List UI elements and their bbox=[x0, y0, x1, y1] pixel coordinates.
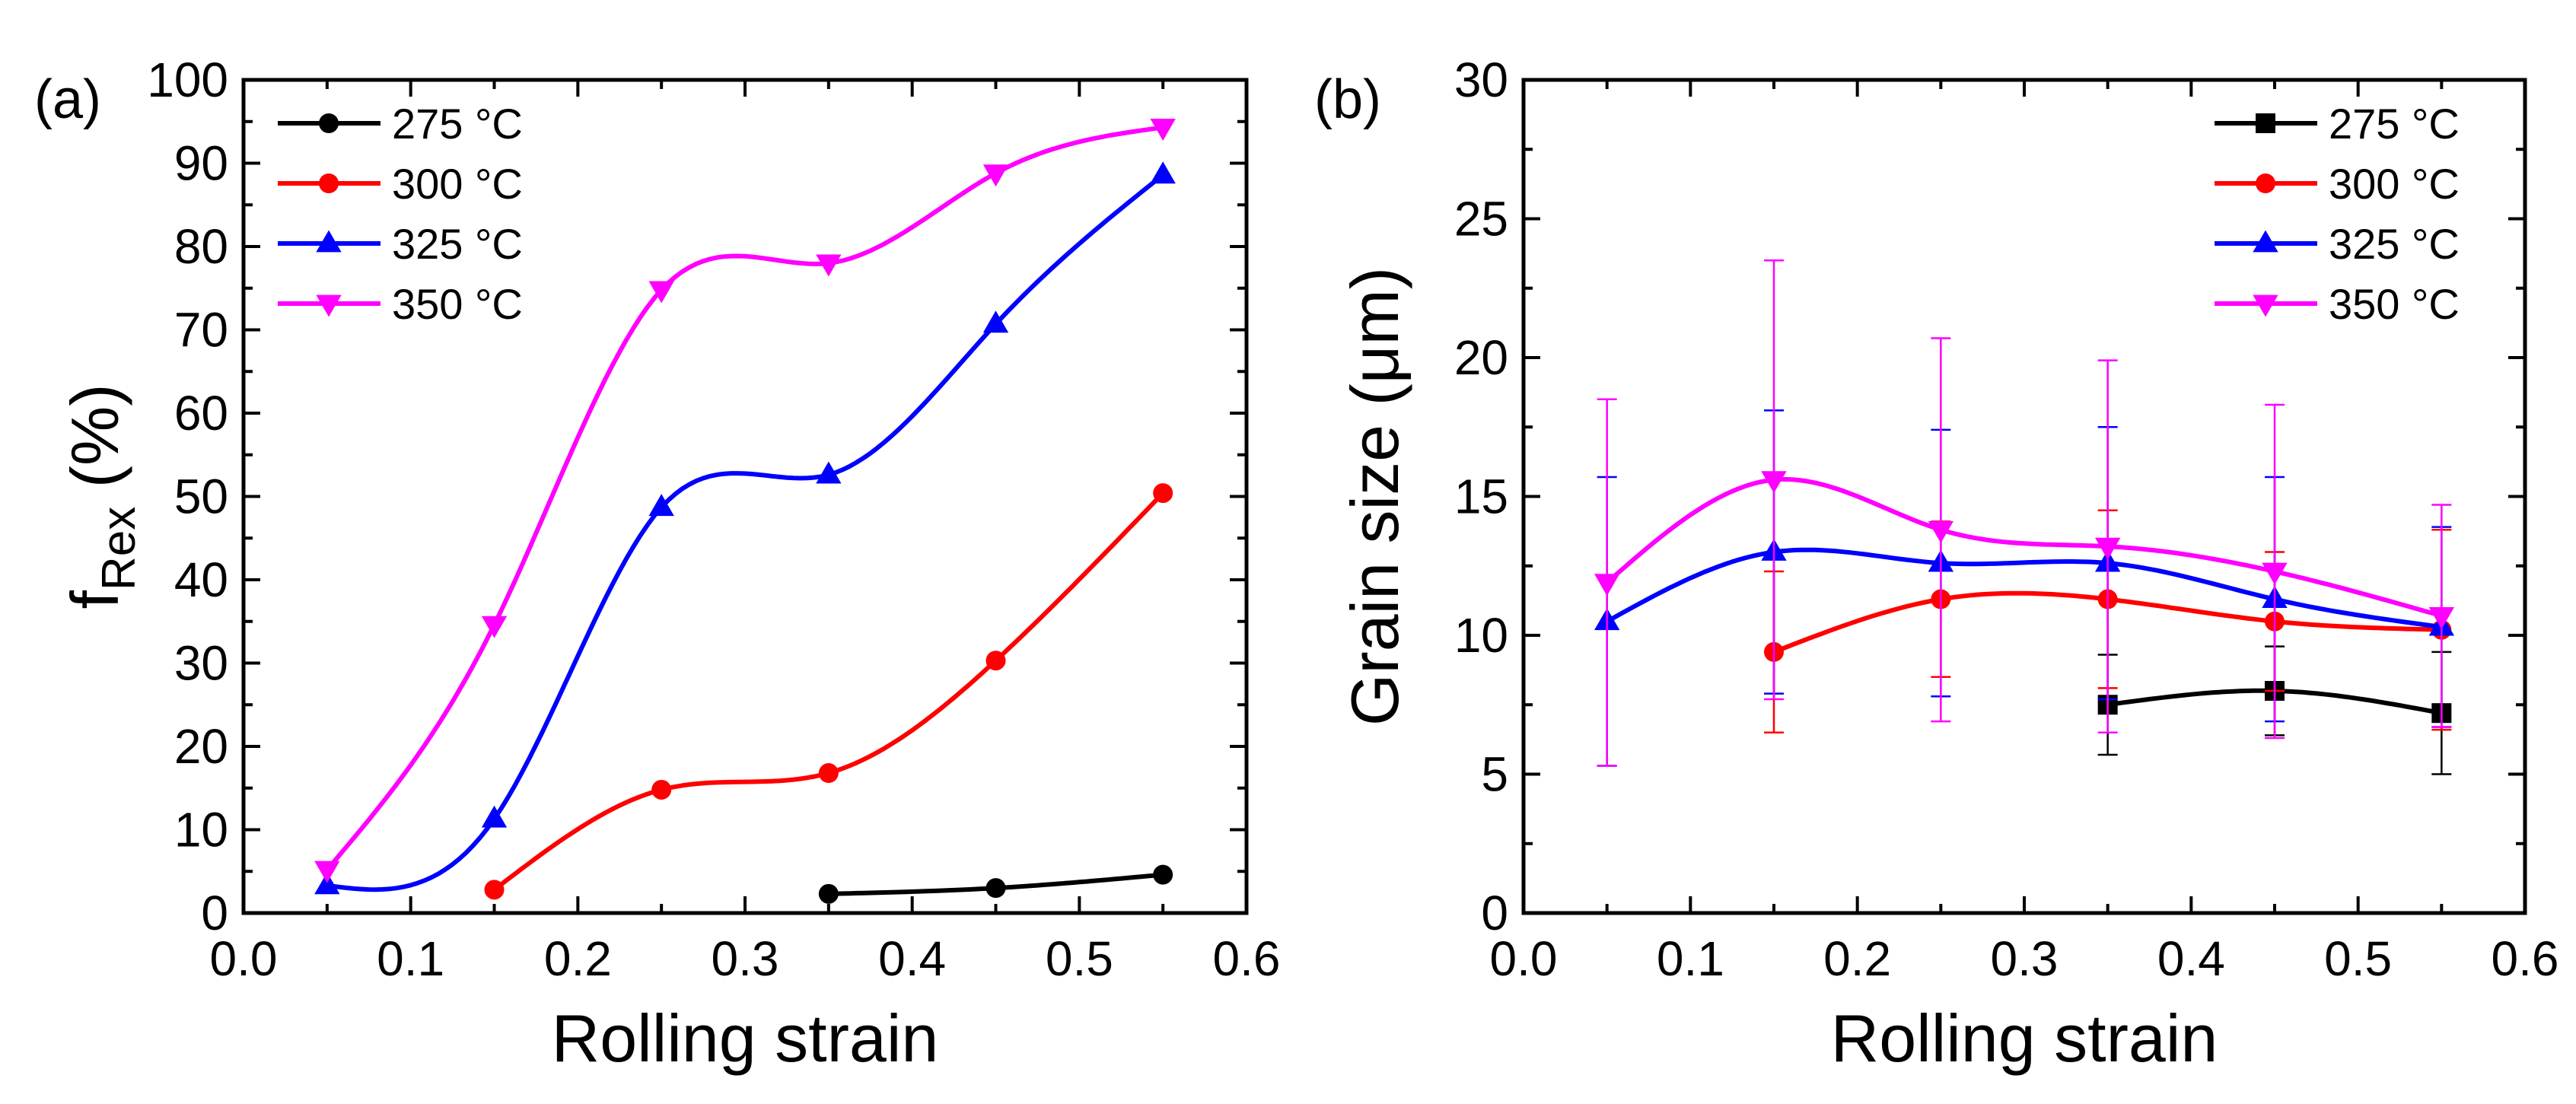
data-point bbox=[651, 779, 672, 800]
data-point bbox=[648, 494, 674, 517]
y-axis-label: fRex (%) bbox=[57, 383, 145, 609]
x-tick-label: 0.4 bbox=[2157, 931, 2225, 986]
data-point bbox=[986, 651, 1006, 671]
series-line bbox=[325, 125, 1164, 872]
y-tick-label: 80 bbox=[174, 219, 228, 274]
legend-marker bbox=[319, 113, 339, 133]
series-3 bbox=[1594, 409, 2455, 767]
series-line bbox=[492, 492, 1165, 892]
legend-marker bbox=[2253, 294, 2278, 317]
x-tick-label: 0.6 bbox=[1213, 931, 1281, 986]
y-tick-label: 15 bbox=[1454, 469, 1508, 524]
x-axis-label: Rolling strain bbox=[1831, 1001, 2218, 1076]
x-axis-label: Rolling strain bbox=[552, 1001, 939, 1076]
y-axis-label: Grain size (μm) bbox=[1337, 267, 1412, 726]
x-tick-label: 0.5 bbox=[2324, 931, 2392, 986]
y-tick-label: 5 bbox=[1481, 747, 1508, 802]
y-tick-label: 40 bbox=[174, 552, 228, 607]
data-point bbox=[1150, 119, 1176, 141]
data-point bbox=[816, 461, 842, 484]
y-tick-label: 0 bbox=[201, 886, 228, 940]
legend-marker bbox=[316, 230, 342, 253]
y-tick-label: 60 bbox=[174, 386, 228, 441]
data-point bbox=[1153, 483, 1173, 504]
data-point bbox=[1150, 161, 1176, 184]
x-tick-label: 0.1 bbox=[1657, 931, 1724, 986]
legend-label: 350 °C bbox=[2329, 280, 2460, 328]
data-point bbox=[481, 805, 508, 828]
y-tick-label: 10 bbox=[1454, 608, 1508, 663]
panel-label: (a) bbox=[34, 69, 101, 130]
legend-label: 300 °C bbox=[2329, 160, 2460, 208]
panel-b: 0.0 0.1 0.2 0.3 0.4 0.5 0.6 0 5 10 15 20 25 30 Rolling… bbox=[1314, 52, 2558, 1076]
x-tick-label: 0.3 bbox=[1991, 931, 2059, 986]
y-tick-label: 10 bbox=[174, 803, 228, 857]
data-point bbox=[818, 763, 839, 784]
legend-label: 350 °C bbox=[392, 280, 523, 328]
y-tick-label: 25 bbox=[1454, 192, 1508, 247]
data-point bbox=[982, 164, 1009, 187]
y-tick-label: 0 bbox=[1481, 886, 1508, 940]
data-point bbox=[484, 880, 505, 900]
legend-label: 325 °C bbox=[2329, 220, 2460, 268]
y-axis-label-unit: (%) bbox=[57, 383, 132, 506]
legend-marker bbox=[2253, 230, 2278, 253]
data-point bbox=[481, 616, 508, 638]
data-point bbox=[1761, 471, 1787, 494]
y-tick-label: 90 bbox=[174, 136, 228, 191]
y-tick-label: 30 bbox=[174, 636, 228, 691]
data-point bbox=[818, 883, 839, 904]
x-tick-label: 0.3 bbox=[712, 931, 779, 986]
series-line bbox=[1605, 477, 2443, 619]
x-tick-label: 0.6 bbox=[2492, 931, 2559, 986]
y-tick-label: 70 bbox=[174, 303, 228, 358]
legend-label: 300 °C bbox=[392, 160, 523, 208]
data-point bbox=[986, 878, 1006, 899]
legend-marker bbox=[316, 294, 342, 317]
y-axis-label-main: f bbox=[57, 590, 132, 609]
series-4 bbox=[314, 119, 1176, 883]
x-tick-label: 0.2 bbox=[1823, 931, 1891, 986]
panel-label: (b) bbox=[1314, 69, 1381, 130]
x-tick-label: 0.0 bbox=[1490, 931, 1558, 986]
data-point bbox=[1928, 520, 1954, 543]
x-tick-label: 0.0 bbox=[210, 931, 278, 986]
y-tick-label: 100 bbox=[147, 52, 228, 107]
data-point bbox=[2262, 562, 2288, 585]
data-point bbox=[816, 254, 842, 277]
series-line bbox=[326, 173, 1165, 892]
panel-a: 0.0 0.1 0.2 0.3 0.4 0.5 0.6 0 10 20 30 40 50 60 70 80 90… bbox=[34, 52, 1280, 1076]
y-tick-label: 30 bbox=[1454, 52, 1508, 107]
y-tick-label: 20 bbox=[174, 719, 228, 774]
legend-marker bbox=[2256, 113, 2275, 133]
y-axis-label-subscript: Rex bbox=[93, 507, 145, 590]
series-line bbox=[1606, 547, 2442, 629]
legend-label: 325 °C bbox=[392, 220, 523, 268]
data-point bbox=[2428, 607, 2455, 629]
series-3 bbox=[314, 161, 1176, 895]
series-1 bbox=[818, 864, 1173, 904]
y-tick-label: 50 bbox=[174, 469, 228, 524]
series-2 bbox=[484, 483, 1173, 900]
legend-marker bbox=[2256, 173, 2275, 193]
data-point bbox=[648, 281, 674, 304]
data-point bbox=[1594, 574, 1620, 597]
data-point bbox=[1153, 864, 1173, 885]
data-point bbox=[982, 310, 1009, 333]
x-tick-label: 0.5 bbox=[1046, 931, 1113, 986]
x-tick-label: 0.1 bbox=[377, 931, 444, 986]
x-tick-label: 0.2 bbox=[544, 931, 612, 986]
legend-label: 275 °C bbox=[392, 100, 523, 148]
y-tick-label: 20 bbox=[1454, 330, 1508, 385]
legend-marker bbox=[319, 173, 339, 193]
legend-label: 275 °C bbox=[2329, 100, 2460, 148]
data-point bbox=[2094, 537, 2121, 560]
series-4 bbox=[1594, 259, 2455, 767]
x-tick-label: 0.4 bbox=[878, 931, 946, 986]
data-point bbox=[314, 872, 340, 895]
data-point bbox=[314, 861, 340, 883]
